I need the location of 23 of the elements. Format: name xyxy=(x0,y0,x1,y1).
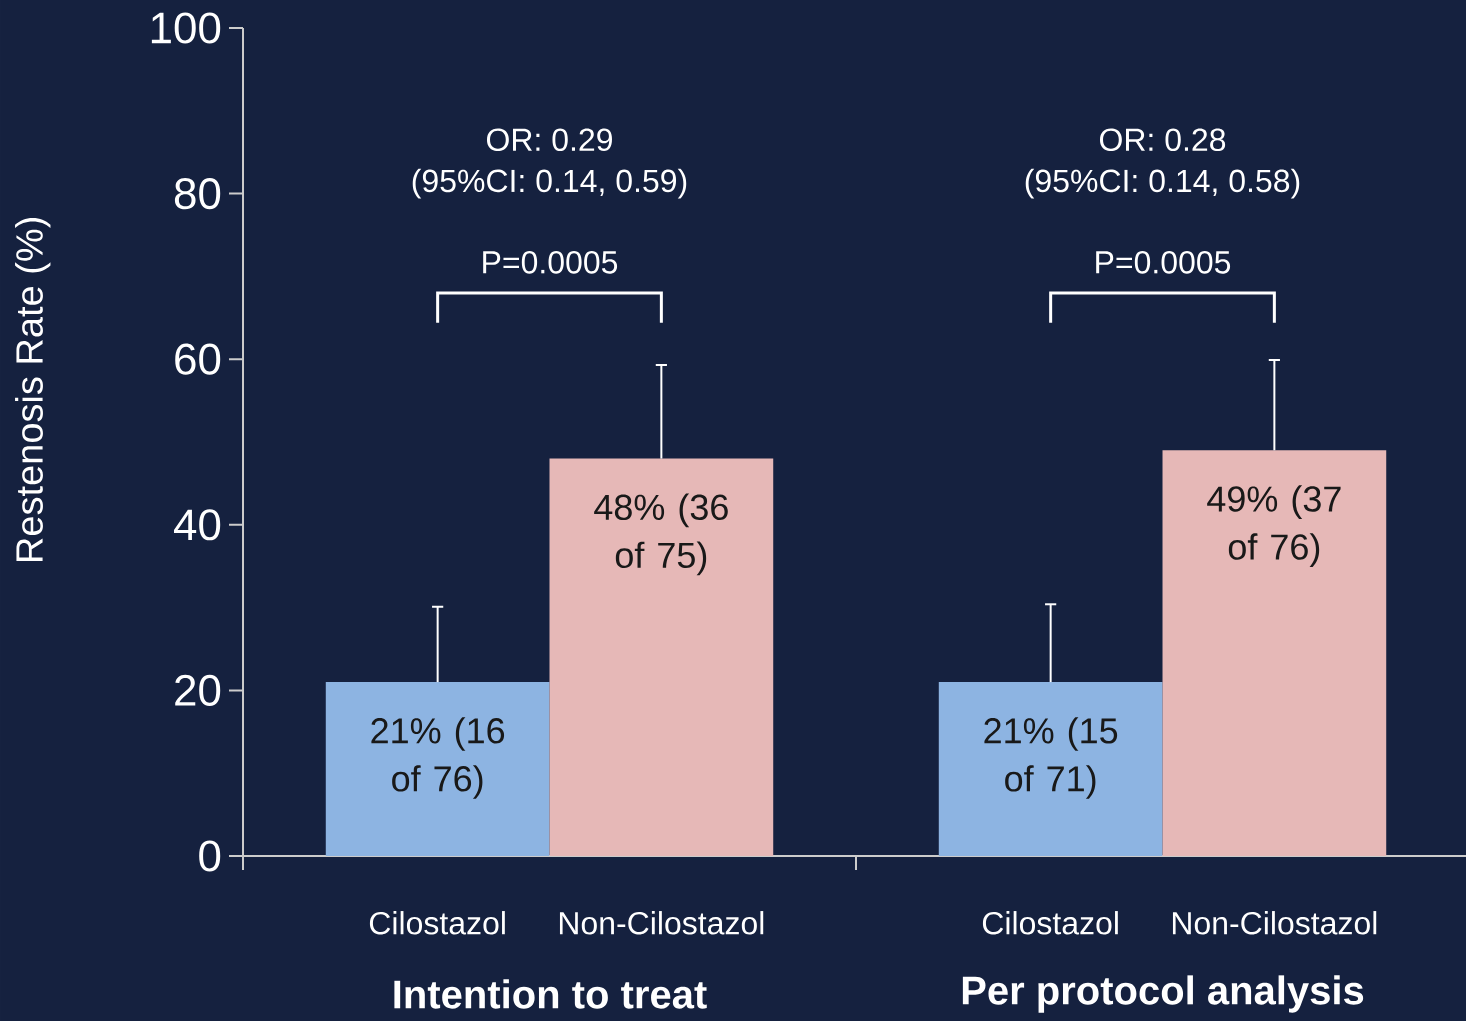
data-label: 21% (16 of 76) xyxy=(371,717,505,799)
x-tick-label: Cilostazol xyxy=(369,911,505,935)
x-axis-title: Per protocol analysis xyxy=(962,975,1364,1013)
data-label: 49% (37 of 76) xyxy=(1207,485,1341,567)
y-axis-title: Restenosis Rate (%) xyxy=(15,218,51,561)
y-tick-label: 20 xyxy=(175,674,221,706)
x-tick-label: Non-Cilostazol xyxy=(1172,911,1377,935)
annotation: OR: 0.29 xyxy=(486,128,612,152)
annotation: P=0.0005 xyxy=(1096,250,1231,274)
annotation: (95%CI: 0.14, 0.59) xyxy=(412,168,687,199)
y-tick-label: 40 xyxy=(174,509,221,541)
y-tick-label: 60 xyxy=(175,343,221,375)
data-label: 48% (36 of 75) xyxy=(594,493,728,576)
data-label: 21% (15 of 71) xyxy=(984,717,1118,799)
annotation: OR: 0.28 xyxy=(1099,128,1226,152)
y-tick-label: 80 xyxy=(174,177,221,210)
annotation: (95%CI: 0.14, 0.58) xyxy=(1025,168,1300,199)
y-tick-label: 0 xyxy=(199,840,221,872)
x-tick-label: Cilostazol xyxy=(982,911,1118,935)
x-axis-title: Intention to treat xyxy=(394,979,707,1009)
x-tick-label: Non-Cilostazol xyxy=(559,911,764,935)
y-tick-label: 100 xyxy=(151,12,221,44)
annotation: P=0.0005 xyxy=(483,250,618,274)
